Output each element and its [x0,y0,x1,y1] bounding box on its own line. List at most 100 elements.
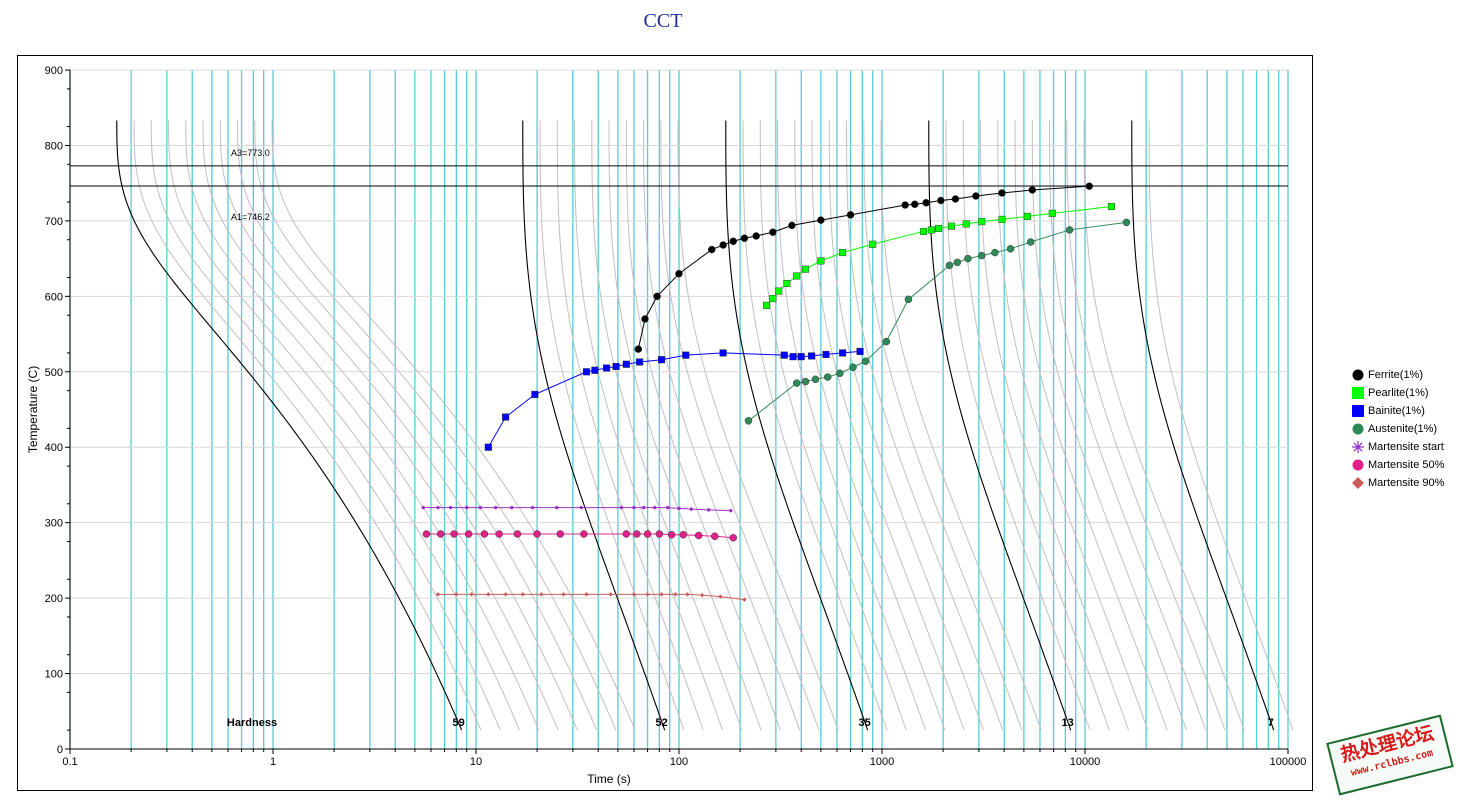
x-axis-label: Time (s) [587,772,631,786]
data-point [682,351,690,359]
data-point [978,218,986,226]
data-point [641,315,649,323]
data-point [673,592,678,597]
legend-item: Ferrite(1%) [1350,366,1444,384]
cooling-curve-gray [271,120,636,731]
cooling-curve-gray [1031,120,1187,731]
data-point [710,532,719,540]
x-tick-label: 1000 [870,756,894,768]
data-point [1085,182,1094,190]
cooling-curve [928,120,1072,731]
data-point [450,530,458,538]
y-tick-label: 200 [45,593,63,605]
data-point [951,195,960,203]
cooling-curve-gray [811,120,965,731]
data-point [811,375,820,384]
data-point [998,189,1006,197]
cooling-curve-gray [794,120,946,731]
y-tick-label: 300 [45,518,63,530]
data-point [556,530,564,538]
data-point [817,257,825,265]
data-point [533,530,541,538]
data-point [708,245,716,254]
series-6 [435,592,747,602]
data-point [699,592,705,598]
cooling-curve-gray [574,120,724,731]
data-point [927,226,935,234]
data-point [584,592,589,597]
data-point [480,530,489,538]
data-point [469,592,474,597]
data-point [972,192,980,200]
x-tick-label: 0.1 [62,756,77,768]
data-point [554,505,559,510]
data-point [435,592,441,597]
data-point [846,211,855,219]
cooling-curve-gray [777,120,927,731]
series-4 [421,505,733,513]
data-point [464,530,473,538]
data-point [797,353,805,361]
data-point [659,592,664,597]
legend-label: Ferrite(1%) [1368,369,1424,381]
data-point [817,216,825,224]
data-point [1352,423,1364,435]
data-point [539,592,544,597]
legend-marker [1352,405,1364,417]
data-point [822,350,830,358]
data-point [904,295,913,304]
cooling-curve [725,120,869,731]
cooling-curve-gray [880,120,1042,731]
series-5 [422,530,737,542]
legend-label: Martensite start [1368,441,1444,453]
hardness-value: 52 [656,717,668,729]
data-point [849,363,857,372]
legend-item: Pearlite(1%) [1350,384,1444,402]
data-point [591,366,599,374]
data-point [991,248,999,257]
data-point [653,292,661,301]
data-point [744,417,753,425]
data-point [679,530,688,539]
legend-label: Martensite 50% [1368,459,1445,471]
cooling-curve-gray [1083,120,1245,731]
data-point [478,505,483,510]
data-point [788,221,796,230]
cooling-curve-gray [660,120,820,731]
data-point [636,358,644,366]
data-point [1352,387,1364,399]
data-point [836,369,844,378]
cooling-curve [116,120,463,731]
data-point [633,530,641,538]
data-point [861,357,870,365]
data-point [740,234,749,242]
legend-label: Martensite 90% [1368,477,1445,489]
vertical-gridlines [69,70,1289,749]
y-tick-label: 800 [45,140,63,152]
data-point [901,201,909,209]
data-point [1065,226,1074,234]
series-line [423,507,731,512]
hardness-label: Hardness [227,717,277,729]
data-point [964,254,972,263]
x-tick-label: 100000 [1270,756,1307,768]
data-point [603,364,611,372]
data-point [612,362,620,370]
cooling-curve-gray [150,120,501,731]
data-point [622,360,630,368]
series-1 [763,203,1115,309]
data-point [706,508,711,512]
series-3 [744,218,1131,425]
data-point [729,508,733,513]
cooling-curve-gray [863,120,1023,731]
chart-title: CCT [643,10,683,32]
data-point [823,373,832,381]
data-point [675,269,683,278]
data-point [422,530,431,538]
data-point [495,530,503,538]
data-point [694,531,703,540]
data-point [1122,218,1131,227]
data-point [808,352,816,360]
legend: Ferrite(1%) Pearlite(1%) Bainite(1%) Austen… [1350,366,1444,492]
data-point [502,413,510,421]
